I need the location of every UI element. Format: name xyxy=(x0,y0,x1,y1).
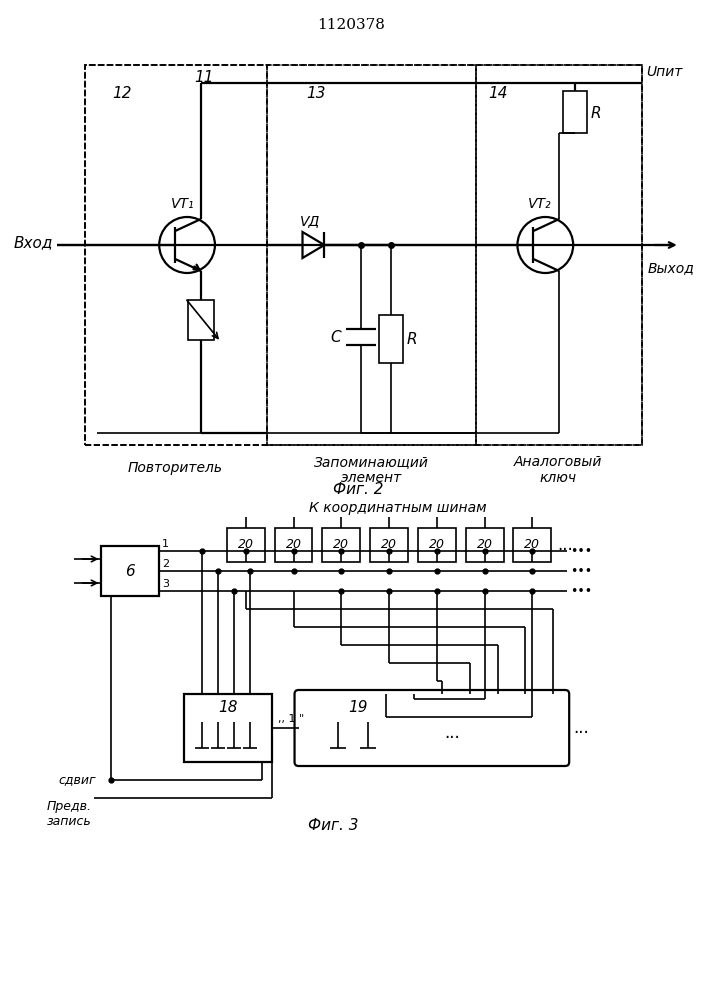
Bar xyxy=(184,694,271,762)
Text: Повторитель: Повторитель xyxy=(128,461,223,475)
Text: 20: 20 xyxy=(525,538,540,552)
Text: 13: 13 xyxy=(307,86,326,101)
Text: •••: ••• xyxy=(570,564,592,578)
Text: 19: 19 xyxy=(349,700,368,716)
Bar xyxy=(227,528,264,562)
Text: Предв.
запись: Предв. запись xyxy=(47,800,91,828)
Bar xyxy=(322,528,361,562)
Text: ...: ... xyxy=(573,719,589,737)
Bar xyxy=(188,300,214,340)
Bar xyxy=(513,528,551,562)
Text: R: R xyxy=(591,105,602,120)
Bar xyxy=(102,546,159,596)
Bar xyxy=(85,65,267,445)
Text: VД: VД xyxy=(300,214,321,228)
Text: R: R xyxy=(407,332,418,347)
Text: 6: 6 xyxy=(125,564,135,578)
FancyBboxPatch shape xyxy=(295,690,569,766)
Bar xyxy=(563,91,587,133)
Text: Аналоговый
ключ: Аналоговый ключ xyxy=(514,455,602,485)
Text: Вход: Вход xyxy=(13,235,53,250)
Text: сдвиг: сдвиг xyxy=(59,774,97,786)
Text: 18: 18 xyxy=(218,700,238,716)
Text: 2: 2 xyxy=(162,559,169,569)
Bar xyxy=(418,528,456,562)
Text: 12: 12 xyxy=(112,86,132,101)
Bar xyxy=(267,65,476,445)
Text: 1120378: 1120378 xyxy=(317,18,385,32)
Bar xyxy=(85,65,642,445)
Text: К координатным шинам: К координатным шинам xyxy=(309,501,487,515)
Text: ,, 1 ": ,, 1 " xyxy=(278,714,304,724)
Text: •••: ••• xyxy=(570,544,592,558)
Text: Фиг. 2: Фиг. 2 xyxy=(333,483,383,497)
Bar xyxy=(274,528,312,562)
Text: 20: 20 xyxy=(477,538,493,552)
Bar xyxy=(466,528,503,562)
Text: 20: 20 xyxy=(381,538,397,552)
Text: ...: ... xyxy=(444,724,460,742)
Bar xyxy=(379,315,403,363)
Text: 14: 14 xyxy=(488,86,508,101)
Bar xyxy=(476,65,642,445)
Text: Uпит: Uпит xyxy=(645,65,682,79)
Text: 3: 3 xyxy=(162,579,169,589)
Text: Запоминающий
элемент: Запоминающий элемент xyxy=(314,455,428,485)
Text: 1: 1 xyxy=(162,539,169,549)
Text: ...: ... xyxy=(557,536,573,554)
Text: 20: 20 xyxy=(286,538,302,552)
Text: 11: 11 xyxy=(194,70,214,85)
Text: Фиг. 3: Фиг. 3 xyxy=(308,818,358,832)
Bar xyxy=(370,528,408,562)
Text: 20: 20 xyxy=(238,538,254,552)
Text: C: C xyxy=(331,330,341,344)
Text: 20: 20 xyxy=(333,538,349,552)
Text: VT₂: VT₂ xyxy=(527,197,551,211)
Text: Выход: Выход xyxy=(648,261,695,275)
Text: •••: ••• xyxy=(570,584,592,597)
Text: VT₁: VT₁ xyxy=(171,197,195,211)
Text: 20: 20 xyxy=(429,538,445,552)
